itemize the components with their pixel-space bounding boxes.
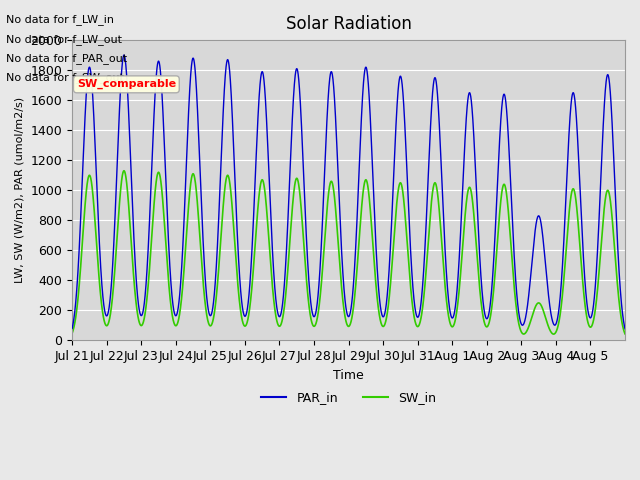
Y-axis label: LW, SW (W/m2), PAR (umol/m2/s): LW, SW (W/m2), PAR (umol/m2/s) bbox=[15, 97, 25, 283]
X-axis label: Time: Time bbox=[333, 369, 364, 382]
Legend: PAR_in, SW_in: PAR_in, SW_in bbox=[256, 386, 441, 409]
Text: No data for f_LW_out: No data for f_LW_out bbox=[6, 34, 122, 45]
Text: No data for f_SW_out: No data for f_SW_out bbox=[6, 72, 124, 83]
Title: Solar Radiation: Solar Radiation bbox=[285, 15, 412, 33]
Text: No data for f_LW_in: No data for f_LW_in bbox=[6, 14, 115, 25]
Text: No data for f_PAR_out: No data for f_PAR_out bbox=[6, 53, 127, 64]
Text: SW_comparable: SW_comparable bbox=[77, 79, 176, 89]
